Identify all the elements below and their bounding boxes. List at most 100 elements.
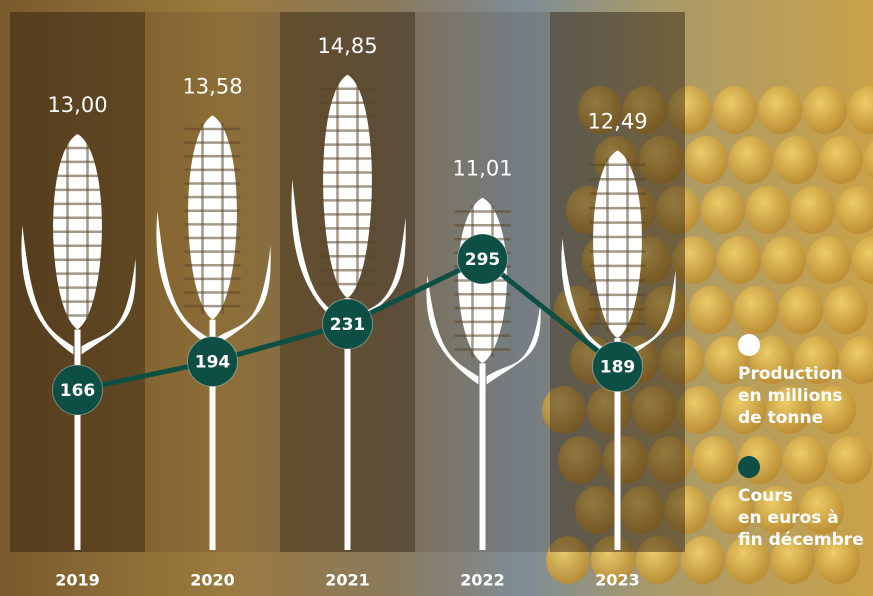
x-tick-label: 2020 [190, 571, 235, 590]
kernel [705, 336, 749, 384]
stalk [74, 329, 81, 550]
kernel [848, 86, 873, 134]
kernel [864, 140, 873, 180]
kernel [812, 386, 856, 434]
kernel [681, 536, 725, 584]
kernel [758, 86, 802, 134]
kernel [578, 86, 622, 134]
kernel [819, 136, 863, 184]
kernel [828, 436, 872, 484]
kernel [762, 236, 806, 284]
kernel [591, 536, 635, 584]
kernel [750, 336, 794, 384]
kernel [623, 86, 667, 134]
kernel [746, 186, 790, 234]
husk [21, 225, 74, 355]
husk [426, 275, 479, 385]
kernel [603, 436, 647, 484]
price-label: 231 [330, 315, 366, 335]
kernel [726, 536, 770, 584]
kernel [779, 286, 823, 334]
kernel [575, 486, 619, 534]
husk [291, 179, 344, 327]
husk [81, 258, 136, 355]
value-label: 11,01 [452, 157, 512, 181]
stalk [614, 338, 621, 550]
kernel [656, 186, 700, 234]
cob [188, 115, 237, 320]
kernel [665, 486, 709, 534]
husk [486, 303, 541, 385]
kernel [717, 236, 761, 284]
kernel [816, 536, 860, 584]
legend-label: Production en millions de tonne [738, 364, 843, 428]
husk [156, 211, 209, 346]
price-point [322, 298, 373, 350]
price-label: 194 [195, 353, 231, 373]
kernel [771, 536, 815, 584]
stalk [344, 298, 351, 550]
kernel [795, 336, 839, 384]
stalk [479, 363, 486, 550]
kernel [840, 336, 873, 384]
kernel [632, 386, 676, 434]
x-tick-label: 2022 [460, 571, 505, 590]
price-label: 295 [465, 250, 501, 270]
x-tick-label: 2021 [325, 571, 370, 590]
kernel [648, 436, 692, 484]
kernel [636, 536, 680, 584]
plot: 2019 2020 2021 2022 2023 13,00 13,58 14,85 11,01… [21, 34, 676, 590]
kernel [701, 186, 745, 234]
kernel [546, 536, 590, 584]
kernel [734, 286, 778, 334]
kernel [689, 286, 733, 334]
kernel [542, 386, 586, 434]
price-point [187, 336, 238, 388]
kernel [677, 386, 721, 434]
value-label: 13,00 [47, 93, 107, 117]
legend-swatch [738, 456, 760, 478]
kernel [713, 86, 757, 134]
kernel [807, 236, 851, 284]
kernel [783, 436, 827, 484]
kernel [710, 486, 754, 534]
value-label: 14,85 [317, 34, 377, 58]
kernel [755, 486, 799, 534]
price-label: 189 [600, 358, 636, 378]
corn [21, 134, 136, 550]
kernel [852, 236, 873, 284]
legend-label: Cours en euros à fin décembre [738, 486, 864, 550]
kernel [684, 136, 728, 184]
kernel [668, 86, 712, 134]
price-label: 166 [60, 381, 96, 401]
kernel [729, 136, 773, 184]
cob [593, 150, 642, 339]
kernel [620, 486, 664, 534]
kernel [791, 186, 835, 234]
corn [156, 115, 271, 550]
kernel [803, 86, 847, 134]
kernel [800, 486, 844, 534]
kernel [558, 436, 602, 484]
price-point [592, 341, 643, 393]
kernel [672, 236, 716, 284]
price-point [52, 364, 103, 416]
kernel [722, 386, 766, 434]
stalk [209, 319, 216, 550]
husk [216, 245, 271, 346]
price-point [457, 233, 508, 285]
x-tick-label: 2019 [55, 571, 100, 590]
husk [561, 238, 614, 363]
value-label: 12,49 [587, 109, 647, 133]
kernel [660, 336, 704, 384]
x-tick-label: 2023 [595, 571, 640, 590]
kernel [774, 136, 818, 184]
kernel [639, 136, 683, 184]
kernel [836, 186, 873, 234]
kernel [767, 386, 811, 434]
kernel [644, 286, 688, 334]
legend-swatch [738, 334, 760, 356]
kernel [824, 286, 868, 334]
